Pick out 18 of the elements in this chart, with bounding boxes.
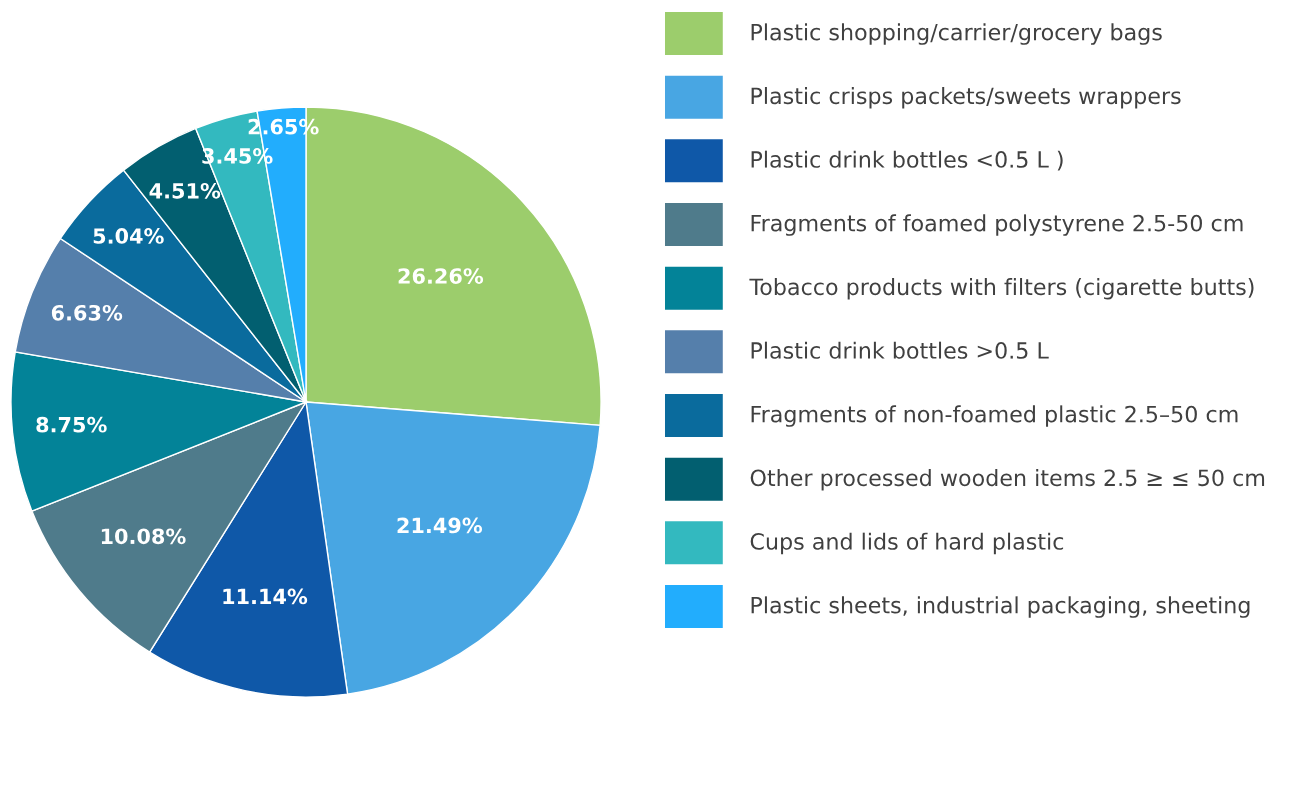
data-label: 4.51% [149,182,221,199]
legend-label: Plastic shopping/carrier/grocery bags [751,23,1162,45]
legend-label: Plastic drink bottles <0.5 L ) [751,150,1063,171]
data-label: 11.14% [223,588,308,605]
legend-label: Cups and lids of hard plastic [750,532,1064,555]
legend-label: Plastic sheets, industrial packaging, sheeting [751,596,1250,618]
data-label: 10.08% [101,528,186,545]
data-label: 5.04% [93,228,164,244]
data-label: 8.75% [36,416,107,433]
legend-label: Plastic crisps packets/sweets wrappers [751,87,1181,109]
legend-label: Tobacco products with filters (cigarette butts) [749,278,1254,300]
data-label: 26.26% [398,268,484,284]
data-label: 21.49% [397,517,483,534]
legend-label: Plastic drink bottles >0.5 L [751,341,1049,359]
legend-label: Fragments of foamed polystyrene 2.5-50 cm [751,214,1243,236]
legend-label: Other processed wooden items 2.5 ≥ ≤ 50 cm [750,469,1265,491]
data-label: 6.63% [51,304,123,321]
legend-label: Fragments of non-foamed plastic 2.5–50 cm [751,405,1238,427]
